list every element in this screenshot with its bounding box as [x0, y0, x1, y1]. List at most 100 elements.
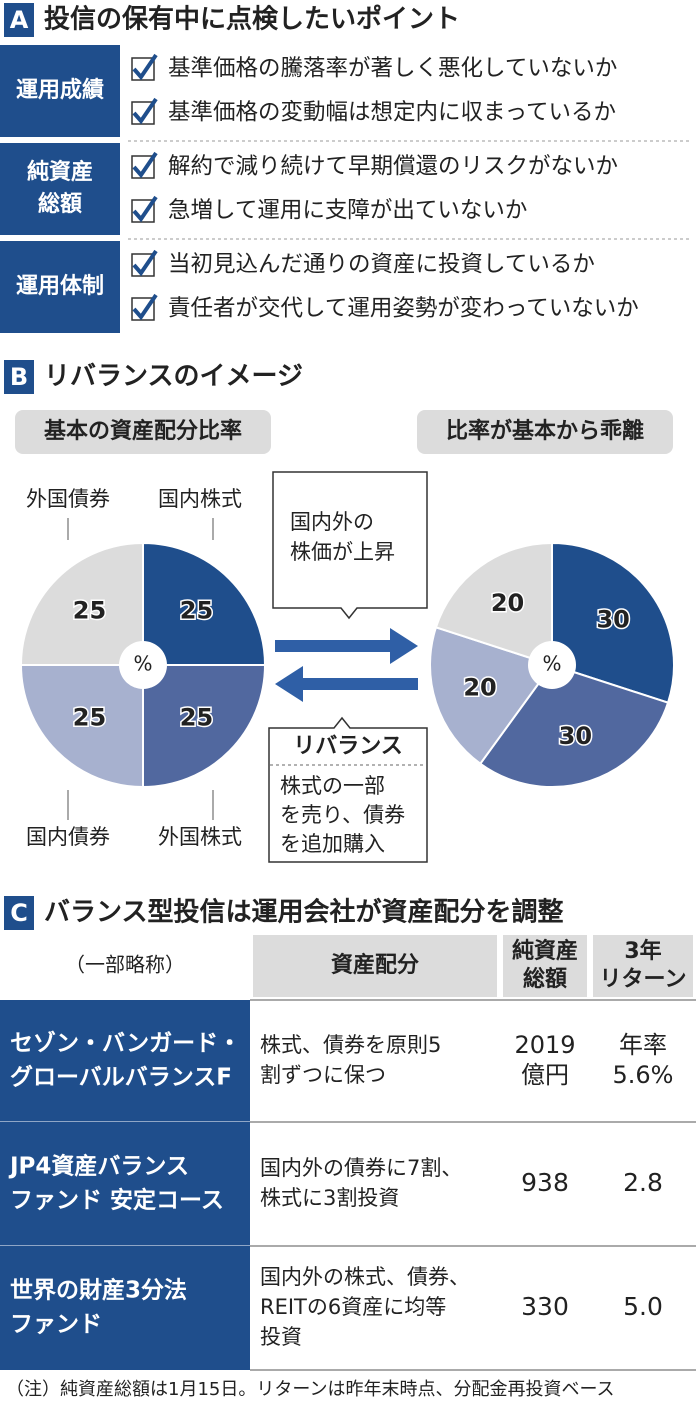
slice-label: 25	[180, 703, 213, 731]
checkmark	[132, 97, 158, 125]
slice-label: 25	[73, 597, 106, 625]
table-cell: 国内外の債券に7割、	[260, 1156, 462, 1180]
checkbox	[131, 155, 155, 179]
action-box	[268, 716, 428, 863]
check-item: 急増して運用に支障が出ていないか	[168, 198, 527, 224]
header-cell	[503, 935, 587, 997]
table-cell: 年率	[619, 1031, 667, 1059]
table-cell: 割ずつに保つ	[260, 1063, 386, 1087]
section-title: リバランスのイメージ	[44, 362, 303, 392]
pie-slice	[429, 626, 554, 766]
table-header: 総額	[523, 966, 567, 992]
slice-label: 30	[596, 606, 629, 634]
check-item: 責任者が交代して運用姿勢が変わっていないか	[168, 296, 639, 322]
table-cell: 億円	[521, 1061, 569, 1089]
action-text: を追加購入	[280, 832, 385, 856]
table-cell: ファンド	[10, 1312, 102, 1338]
table-header: リターン	[600, 967, 687, 992]
pie-slice	[19, 664, 144, 789]
section-letter: B	[10, 363, 28, 391]
trigger-box	[272, 471, 428, 620]
group-label-box	[0, 143, 120, 235]
check-item: 当初見込んだ通りの資産に投資しているか	[168, 252, 595, 278]
table-header: 純資産	[512, 938, 578, 964]
table-cell: 938	[521, 1168, 569, 1197]
section-title: バランス型投信は運用会社が資産配分を調整	[44, 897, 563, 928]
table-cell: 5.0	[623, 1292, 663, 1321]
table-cell: 世界の財産3分法	[10, 1277, 187, 1304]
action-text: 株式の一部	[280, 774, 385, 798]
section-title: 投信の保有中に点検したいポイント	[44, 4, 460, 35]
table-cell: 2.8	[623, 1168, 663, 1197]
table-cell: 5.6%	[613, 1061, 674, 1089]
category-label: 国内株式	[158, 487, 242, 511]
section-letter-box	[4, 360, 34, 394]
pie-center	[119, 641, 167, 689]
table-cell: 株式、債券を原則5	[260, 1033, 441, 1057]
checkbox	[131, 199, 155, 223]
table-cell: 330	[521, 1292, 569, 1321]
header-cell	[593, 935, 693, 997]
pie-slice	[478, 663, 670, 788]
checkmark	[132, 293, 158, 321]
checkbox	[131, 101, 155, 125]
pie-slice	[434, 541, 553, 667]
pie-slice	[142, 541, 267, 666]
note: （注）純資産総額は1月15日。リターンは昨年末時点、分配金再投資ベース	[6, 1379, 615, 1400]
category-label: 外国債券	[26, 487, 110, 511]
fund-cell	[0, 1122, 250, 1246]
header-cell	[253, 935, 497, 997]
checkbox	[131, 297, 155, 321]
category-label: 国内債券	[26, 825, 110, 849]
pie-slice	[19, 541, 144, 666]
group-label: 運用成績	[16, 77, 104, 103]
table-cell: 2019	[514, 1031, 575, 1059]
pie-title: 比率が基本から乖離	[446, 418, 644, 444]
pie-center	[528, 641, 576, 689]
checkmark	[132, 151, 158, 179]
checkmark	[132, 195, 158, 223]
group-label: 運用体制	[16, 274, 104, 299]
pie-slice	[142, 664, 267, 789]
action-title: リバランス	[293, 734, 403, 759]
trigger-text: 株価が上昇	[290, 540, 395, 564]
fund-cell	[0, 1246, 250, 1370]
table-cell: 株式に3割投資	[260, 1186, 399, 1210]
section-letter-box	[4, 3, 34, 37]
pie-title-box	[417, 410, 673, 454]
group-label-box	[0, 45, 120, 137]
arrow-right	[275, 628, 418, 664]
table-header: 資産配分	[331, 952, 419, 978]
checkmark	[132, 249, 158, 277]
group-label-box	[0, 241, 120, 333]
group-label: 純資産	[27, 159, 93, 185]
fund-cell	[0, 1000, 250, 1122]
table-cell: JP4資産バランス	[8, 1153, 189, 1180]
section-letter: A	[10, 6, 29, 34]
check-item: 解約で減り続けて早期償還のリスクがないか	[168, 154, 618, 180]
checkbox	[131, 57, 155, 81]
table-cell: グローバルバランスF	[10, 1064, 232, 1091]
center-label: %	[542, 652, 561, 676]
check-item: 基準価格の騰落率が著しく悪化していないか	[168, 56, 617, 82]
pie-slice	[551, 541, 675, 704]
slice-label: 20	[491, 589, 524, 617]
action-text: を売り、債券	[280, 803, 405, 827]
arrow-left	[275, 666, 418, 702]
center-label: %	[133, 652, 152, 676]
table-header: （一部略称）	[65, 953, 185, 977]
table-header: 3年	[624, 938, 661, 964]
pie-title: 基本の資産配分比率	[44, 418, 242, 444]
check-item: 基準価格の変動幅は想定内に収まっているか	[168, 100, 616, 126]
trigger-text: 国内外の	[290, 510, 374, 534]
slice-label: 25	[73, 703, 106, 731]
group-label: 総額	[38, 191, 82, 217]
slice-label: 30	[559, 722, 592, 750]
slice-label: 25	[180, 597, 213, 625]
category-label: 外国株式	[158, 825, 242, 849]
checkbox	[131, 253, 155, 277]
pie-title-box	[15, 410, 271, 454]
table-cell: ファンド 安定コース	[10, 1187, 224, 1214]
section-letter: C	[10, 899, 28, 927]
